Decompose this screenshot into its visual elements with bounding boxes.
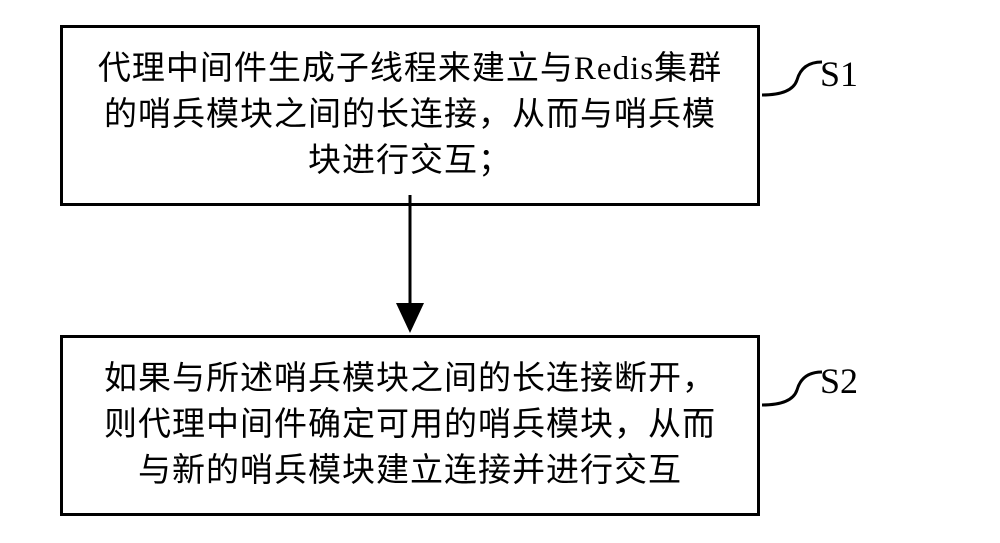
step-box-s1: 代理中间件生成子线程来建立与Redis集群的哨兵模块之间的长连接，从而与哨兵模块… <box>60 25 760 206</box>
step-box-s2: 如果与所述哨兵模块之间的长连接断开，则代理中间件确定可用的哨兵模块，从而与新的哨… <box>60 335 760 516</box>
step-text-s2: 如果与所述哨兵模块之间的长连接断开，则代理中间件确定可用的哨兵模块，从而与新的哨… <box>93 356 727 495</box>
flow-arrow <box>390 195 430 335</box>
step-label-s1: S1 <box>820 53 858 95</box>
step-text-s1: 代理中间件生成子线程来建立与Redis集群的哨兵模块之间的长连接，从而与哨兵模块… <box>93 46 727 185</box>
step-label-s2: S2 <box>820 360 858 402</box>
